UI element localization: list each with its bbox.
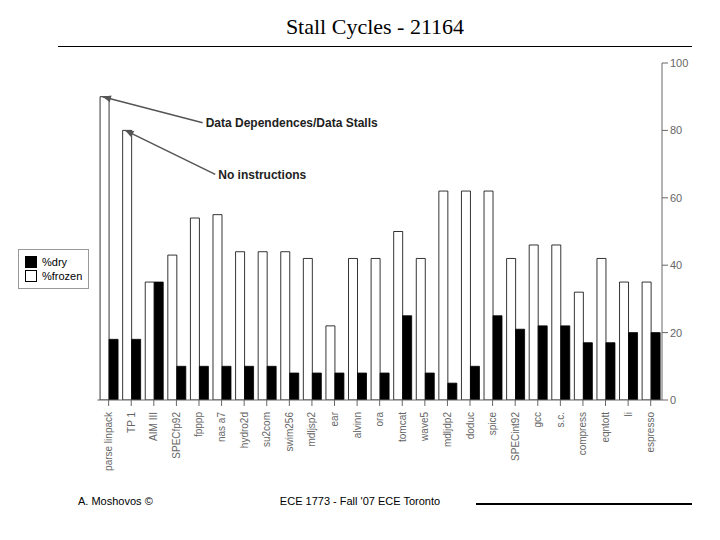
svg-text:eqntott: eqntott <box>600 412 611 443</box>
svg-text:wave5: wave5 <box>419 412 430 442</box>
svg-text:alvinn: alvinn <box>352 412 363 438</box>
svg-text:40: 40 <box>670 259 682 271</box>
html-text:Stall Cycles - 21164: Stall Cycles - 21164 <box>285 14 465 39</box>
svg-text:s.c.: s.c. <box>555 412 566 428</box>
svg-text:compress: compress <box>577 412 588 455</box>
svg-text:100: 100 <box>670 57 688 69</box>
svg-text:espresso: espresso <box>645 412 656 453</box>
svg-text:Data Dependences/Data Stalls: Data Dependences/Data Stalls <box>206 116 378 130</box>
html-text:%dry: %dry <box>42 256 68 268</box>
svg-text:SPECfp92: SPECfp92 <box>171 412 182 459</box>
svg-text:60: 60 <box>670 192 682 204</box>
html-text:A. Moshovos ©: A. Moshovos © <box>78 495 153 507</box>
svg-text:su2com: su2com <box>261 412 272 447</box>
svg-text:20: 20 <box>670 327 682 339</box>
svg-text:gcc: gcc <box>532 412 543 428</box>
svg-text:0: 0 <box>670 394 676 406</box>
svg-text:li: li <box>623 412 634 416</box>
svg-text:nas a7: nas a7 <box>216 412 227 442</box>
svg-text:doduc: doduc <box>465 412 476 439</box>
svg-text:mdljdp2: mdljdp2 <box>442 412 453 447</box>
svg-text:ora: ora <box>374 412 385 427</box>
svg-text:ear: ear <box>329 411 340 426</box>
html-text:ECE 1773 - Fall '07 ECE Toront: ECE 1773 - Fall '07 ECE Toronto <box>279 495 441 507</box>
svg-text:TP 1: TP 1 <box>126 412 137 433</box>
svg-text:tomcat: tomcat <box>397 412 408 442</box>
svg-text:No instructions: No instructions <box>218 168 306 182</box>
svg-text:SPECint92: SPECint92 <box>510 412 521 461</box>
svg-text:swim256: swim256 <box>284 412 295 452</box>
svg-text:parse linpack: parse linpack <box>103 411 114 471</box>
svg-text:fpppp: fpppp <box>193 412 204 437</box>
html-text:%frozen: %frozen <box>42 270 83 282</box>
svg-text:hydro2d: hydro2d <box>239 412 250 448</box>
svg-text:80: 80 <box>670 124 682 136</box>
svg-text:AIM III: AIM III <box>148 412 159 441</box>
svg-text:mdljsp2: mdljsp2 <box>306 412 317 447</box>
svg-text:spice: spice <box>487 412 498 436</box>
